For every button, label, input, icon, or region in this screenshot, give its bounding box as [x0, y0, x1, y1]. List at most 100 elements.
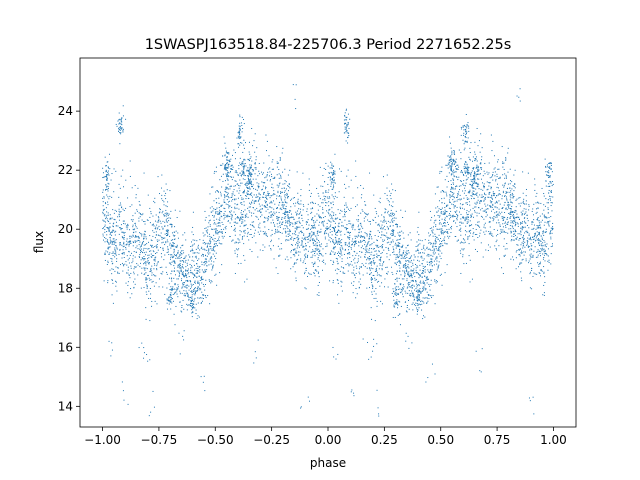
data-point	[197, 259, 199, 261]
data-point	[496, 216, 498, 218]
data-point	[532, 254, 534, 256]
data-point	[247, 207, 249, 209]
data-point	[251, 201, 253, 203]
data-point	[390, 212, 392, 214]
data-point	[519, 238, 521, 240]
data-point	[446, 215, 448, 217]
data-point	[353, 245, 355, 247]
data-point	[240, 182, 242, 184]
data-point	[341, 254, 343, 256]
data-point	[402, 266, 404, 268]
data-point	[469, 183, 471, 185]
data-point	[472, 193, 474, 195]
data-point	[153, 274, 155, 276]
data-point	[320, 253, 322, 255]
data-point	[279, 226, 281, 228]
data-point	[159, 220, 161, 222]
data-point	[547, 248, 549, 250]
data-point	[544, 244, 546, 246]
data-point	[508, 207, 510, 209]
data-point	[336, 196, 338, 198]
data-point	[259, 249, 261, 251]
data-point	[455, 176, 457, 178]
data-point	[340, 242, 342, 244]
data-point	[166, 230, 168, 232]
data-point	[255, 215, 257, 217]
data-point	[538, 231, 540, 233]
data-point	[272, 200, 274, 202]
data-point	[192, 239, 194, 241]
data-point	[437, 186, 439, 188]
data-point	[143, 249, 145, 251]
data-point	[514, 187, 516, 189]
data-point	[167, 232, 169, 234]
data-point	[214, 170, 216, 172]
data-point	[317, 240, 319, 242]
data-point	[400, 257, 402, 259]
data-point	[242, 191, 244, 193]
data-point	[377, 235, 379, 237]
data-point	[535, 237, 537, 239]
data-point	[424, 287, 426, 289]
data-point	[232, 169, 234, 170]
data-point	[192, 273, 194, 275]
data-point	[502, 162, 504, 164]
data-point	[436, 256, 438, 258]
data-point	[232, 166, 234, 168]
data-point	[381, 231, 383, 233]
data-point	[423, 302, 425, 304]
data-point	[104, 202, 106, 204]
data-point	[145, 248, 147, 250]
data-point	[279, 159, 281, 161]
data-point	[335, 214, 337, 216]
data-point	[308, 238, 310, 240]
data-point	[505, 207, 507, 209]
data-point	[332, 248, 334, 250]
data-point	[279, 158, 281, 160]
data-point	[163, 237, 165, 239]
data-point	[290, 268, 292, 270]
data-point	[189, 280, 191, 282]
data-point	[250, 194, 252, 196]
data-point	[223, 199, 225, 201]
data-point	[257, 231, 259, 233]
data-point	[278, 231, 280, 233]
data-point	[507, 216, 509, 218]
data-point	[114, 240, 116, 242]
data-point	[145, 281, 147, 283]
data-point	[493, 195, 495, 197]
data-point	[225, 173, 227, 175]
data-point	[443, 238, 445, 240]
data-point	[422, 282, 424, 284]
data-point	[272, 245, 274, 247]
data-point	[111, 243, 113, 245]
data-point	[412, 293, 414, 295]
data-point	[484, 173, 486, 175]
data-point	[315, 269, 317, 271]
data-point	[234, 185, 236, 187]
data-point	[346, 253, 348, 255]
data-point	[253, 188, 255, 190]
data-point	[206, 249, 208, 251]
data-point	[297, 234, 299, 236]
data-point	[348, 264, 350, 266]
data-point	[537, 207, 539, 209]
data-point	[210, 246, 212, 248]
data-point	[271, 202, 273, 204]
data-point	[328, 227, 330, 229]
data-point	[440, 232, 442, 234]
data-point	[476, 233, 478, 235]
data-point	[227, 171, 229, 173]
data-point	[449, 142, 451, 144]
data-point	[456, 206, 458, 208]
data-point	[168, 220, 170, 222]
data-point	[140, 259, 142, 261]
data-point	[398, 256, 400, 258]
data-point	[260, 216, 262, 218]
data-point	[444, 179, 446, 181]
data-point	[471, 170, 473, 172]
data-point	[229, 188, 231, 190]
data-point	[543, 209, 545, 211]
data-point	[483, 186, 485, 188]
data-point	[132, 215, 134, 217]
